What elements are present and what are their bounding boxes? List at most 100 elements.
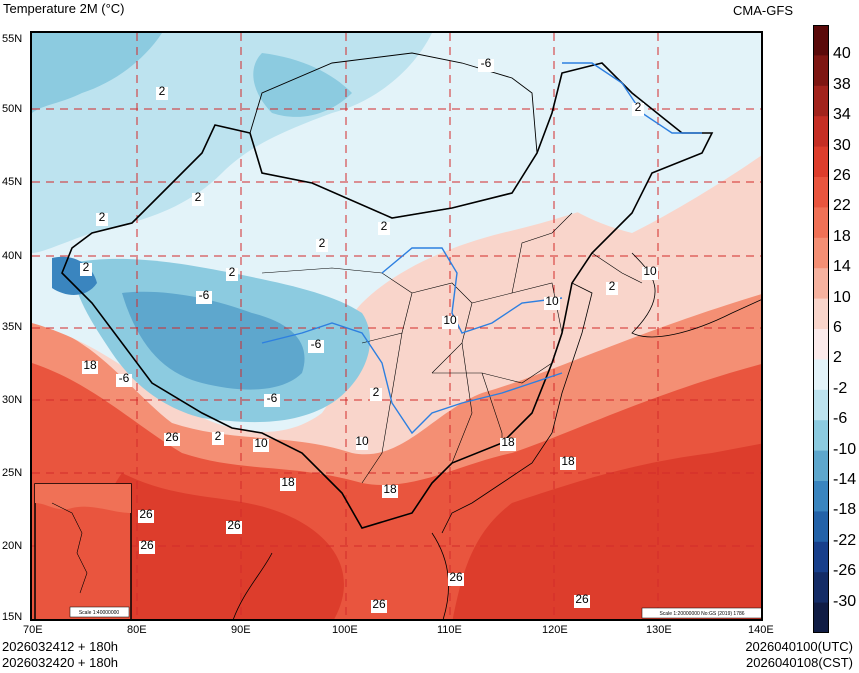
- colorbar-label: 34: [833, 106, 851, 124]
- contour-label: 26: [165, 430, 179, 444]
- colorbar-swatch: [813, 207, 829, 239]
- colorbar-swatch: [813, 146, 829, 178]
- rivers: [261, 62, 702, 435]
- contour-label: 18: [561, 454, 575, 468]
- temperature-map[interactable]: -6 2 2 2 2 2 -6 -6 2 -6 18 -6 26 2 10 18…: [30, 31, 763, 621]
- contour-label: 18: [83, 358, 97, 372]
- hot-core-east: [452, 443, 761, 619]
- contour-label: 26: [139, 507, 153, 521]
- contour-label: -6: [311, 337, 322, 351]
- colorbar-swatch: [813, 481, 829, 512]
- colorbar-swatch: [813, 572, 829, 604]
- colorbar-label: 2: [833, 349, 842, 367]
- colorbar-label: 40: [833, 45, 851, 63]
- contour-label: 10: [254, 436, 268, 450]
- lon-label: 80E: [127, 624, 147, 636]
- cold-patch-mongolia: [253, 53, 352, 117]
- contour-label: 10: [545, 294, 559, 308]
- init-time-cst: 2026032420 + 180h: [2, 655, 119, 670]
- contour-label: 18: [281, 475, 295, 489]
- colorbar-label: -10: [833, 440, 857, 458]
- colorbar-swatch: [813, 298, 829, 330]
- contour-label: 18: [501, 435, 515, 449]
- contour-label: 2: [195, 190, 202, 204]
- lon-label: 90E: [231, 624, 251, 636]
- colorbar-label: -22: [833, 531, 857, 549]
- colorbar-label: -6: [833, 410, 848, 428]
- contour-label: 2: [609, 279, 616, 293]
- lat-label: 25N: [2, 467, 23, 479]
- valid-time-cst: 2026040108(CST): [746, 655, 853, 670]
- coastline: [441, 282, 593, 534]
- colorbar-swatch: [813, 511, 829, 543]
- colorbar-label: -14: [833, 471, 857, 488]
- contour-label: 2: [635, 100, 642, 114]
- colorbar-label: -26: [833, 562, 857, 580]
- contour-label: 26: [449, 570, 463, 584]
- colorbar-label: 18: [833, 227, 851, 245]
- contour-label: 2: [159, 84, 166, 98]
- lon-label: 110E: [437, 624, 462, 636]
- contour-label: 10: [443, 313, 457, 327]
- colorbar-frame: [813, 25, 829, 633]
- map-canvas: -6 2 2 2 2 2 -6 -6 2 -6 18 -6 26 2 10 18…: [32, 33, 761, 619]
- colorbar-label: 10: [833, 288, 851, 306]
- lon-label: 120E: [542, 624, 568, 636]
- contour-label: 26: [140, 538, 154, 552]
- inset-map: Scale 1:40000000: [34, 483, 132, 619]
- init-time-utc: 2026032412 + 180h: [2, 639, 119, 654]
- province-borders: [261, 212, 643, 484]
- lat-label: 40N: [2, 250, 23, 262]
- lat-label: 15N: [2, 611, 23, 623]
- contour-label: 26: [227, 518, 241, 532]
- main-scale-box: [641, 607, 761, 619]
- colorbar-swatch: [813, 329, 829, 360]
- contour-label: 26: [372, 597, 386, 611]
- colorbar-swatch: [813, 237, 829, 269]
- contour-label: 18: [383, 482, 397, 496]
- main-scale: Scale 1:20000000 No:GS (2019) 1786: [659, 611, 744, 617]
- china-border: [61, 62, 714, 529]
- northeast-cool: [524, 52, 761, 233]
- lat-label: 55N: [2, 33, 23, 45]
- colorbar-label: -30: [833, 592, 857, 610]
- colorbar-swatch: [813, 55, 829, 87]
- valid-time-utc: 2026040100(UTC): [745, 639, 853, 654]
- contour-label: -6: [119, 371, 130, 385]
- colorbar-swatch: [813, 177, 829, 208]
- lon-label: 70E: [23, 624, 43, 636]
- contour-label: 2: [83, 260, 90, 274]
- colorbar-label: 26: [833, 167, 851, 184]
- colorbar-swatch: [813, 420, 829, 452]
- mongolia-border: [249, 52, 538, 219]
- contour-label: 2: [381, 219, 388, 233]
- contour-label: 2: [229, 265, 236, 279]
- colorbar: [813, 25, 829, 633]
- model-name: CMA-GFS: [733, 3, 793, 18]
- lat-label: 30N: [2, 394, 23, 406]
- colorbar-label: -2: [833, 379, 848, 397]
- colorbar-swatch: [813, 450, 829, 482]
- colorbar-swatch: [813, 602, 829, 633]
- contour-label: 2: [215, 429, 222, 443]
- inset-scale: Scale 1:40000000: [79, 610, 120, 616]
- colorbar-label: 14: [833, 258, 851, 276]
- lat-label: 50N: [2, 103, 23, 115]
- lon-label: 100E: [332, 624, 358, 636]
- contour-labels: -6 2 2 2 2 2 -6 -6 2 -6 18 -6 26 2 10 18…: [80, 56, 658, 613]
- contour-label: -6: [267, 391, 278, 405]
- colorbar-swatch: [813, 25, 829, 56]
- lat-label: 35N: [2, 321, 23, 333]
- colorbar-swatch: [813, 116, 829, 148]
- colorbar-swatch: [813, 268, 829, 300]
- contour-label: 2: [319, 236, 326, 250]
- lat-label: 20N: [2, 540, 23, 552]
- cold-zone-nw: [32, 33, 162, 113]
- contour-label: 10: [355, 434, 369, 448]
- colorbar-label: 22: [833, 197, 851, 215]
- contour-label: 2: [373, 385, 380, 399]
- colorbar-label: 30: [833, 136, 851, 154]
- colorbar-label: -18: [833, 501, 857, 519]
- lat-label: 45N: [2, 176, 23, 188]
- colorbar-swatch: [813, 541, 829, 573]
